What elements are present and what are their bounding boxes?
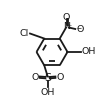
Text: O: O — [63, 13, 70, 22]
Text: N: N — [63, 22, 70, 31]
Text: OH: OH — [82, 47, 96, 56]
Text: −: − — [77, 25, 82, 30]
Text: O: O — [31, 73, 38, 82]
Text: S: S — [44, 73, 51, 83]
Text: +: + — [67, 23, 72, 28]
Text: OH: OH — [40, 88, 55, 97]
Text: O: O — [76, 25, 84, 34]
Text: O: O — [57, 73, 64, 82]
Text: Cl: Cl — [20, 29, 29, 38]
